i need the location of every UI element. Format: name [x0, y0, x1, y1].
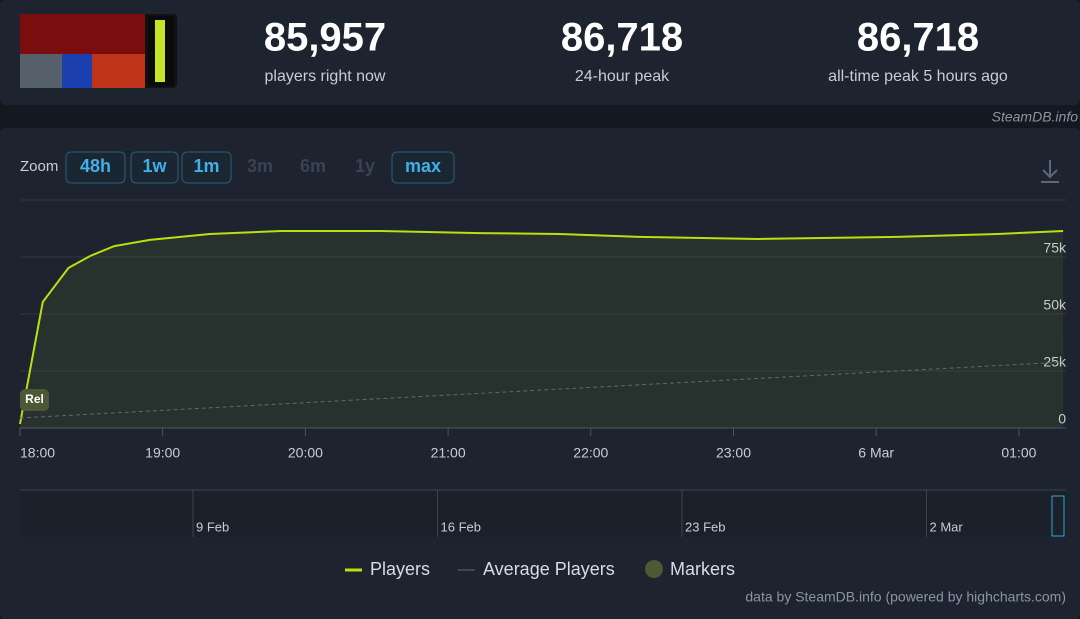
game-logo	[20, 14, 177, 88]
zoom-button[interactable]	[391, 151, 455, 184]
marker-label[interactable]: Rel	[25, 392, 44, 406]
y-tick-label: 25k	[1043, 354, 1067, 370]
navigator-handle[interactable]	[1051, 495, 1065, 537]
navigator	[20, 490, 1066, 537]
zoom-button-label: 1y	[355, 156, 375, 176]
navigator-tick-label: 2 Mar	[930, 519, 964, 534]
legend-symbol	[645, 560, 663, 578]
stat-value: 86,718	[857, 16, 979, 60]
zoom-button[interactable]	[65, 151, 126, 184]
watermark: SteamDB.info	[992, 109, 1079, 125]
zoom-button-label: 3m	[247, 156, 273, 176]
zoom-button-label: 6m	[300, 156, 326, 176]
x-tick-label: 22:00	[573, 445, 608, 461]
zoom-button[interactable]	[181, 151, 232, 184]
x-tick-label: 01:00	[1001, 445, 1036, 461]
x-tick-label: 19:00	[145, 445, 180, 461]
zoom-button-label[interactable]: 1m	[193, 156, 219, 176]
y-tick-label: 50k	[1043, 297, 1067, 313]
series-line	[19, 230, 1064, 425]
stat-value: 85,957	[264, 16, 386, 60]
stats-panel	[0, 0, 1080, 105]
stat-label: 24-hour peak	[575, 68, 670, 85]
legend-label[interactable]: Average Players	[483, 559, 615, 579]
download-icon[interactable]	[1041, 160, 1059, 183]
zoom-button-label[interactable]: 48h	[80, 156, 111, 176]
zoom-label: Zoom	[20, 158, 58, 175]
x-tick-label: 23:00	[716, 445, 751, 461]
zoom-button[interactable]	[130, 151, 179, 184]
navigator-tick-label: 23 Feb	[685, 519, 725, 534]
zoom-button-label[interactable]: max	[405, 156, 441, 176]
credits: data by SteamDB.info (powered by highcha…	[745, 589, 1066, 605]
series-line	[19, 361, 1064, 419]
legend-label[interactable]: Players	[370, 559, 430, 579]
stat-value: 86,718	[561, 16, 683, 60]
marker	[20, 389, 49, 411]
x-tick-label: 6 Mar	[858, 445, 894, 461]
x-tick-label: 21:00	[431, 445, 466, 461]
x-tick-label: 18:00	[20, 445, 55, 461]
legend-label[interactable]: Markers	[670, 559, 735, 579]
stat-label: players right now	[265, 68, 386, 85]
y-tick-label: 75k	[1043, 240, 1067, 256]
zoom-button-label[interactable]: 1w	[142, 156, 167, 176]
area-fill	[20, 231, 1064, 428]
x-tick-label: 20:00	[288, 445, 323, 461]
y-tick-label: 0	[1058, 411, 1066, 427]
stat-label: all-time peak 5 hours ago	[828, 68, 1008, 85]
navigator-tick-label: 16 Feb	[441, 519, 481, 534]
navigator-tick-label: 9 Feb	[196, 519, 229, 534]
